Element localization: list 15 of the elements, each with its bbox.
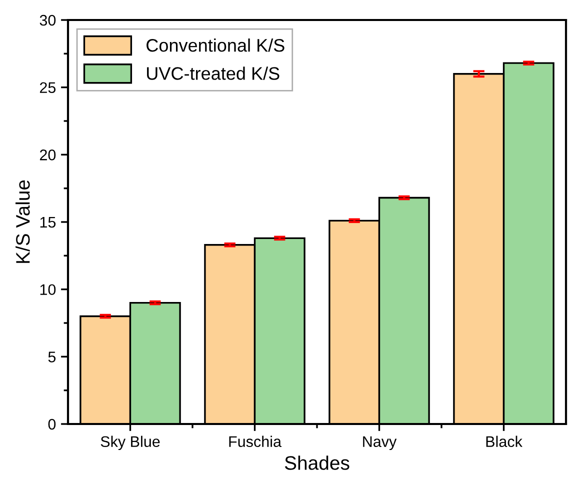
x-axis-title: Shades [284, 456, 350, 470]
x-tick-label: Fuschia [229, 436, 282, 448]
y-tick-label: 25 [40, 82, 56, 94]
x-tick-label: Black [486, 436, 522, 448]
y-tick-label: 20 [40, 150, 56, 160]
y-tick-label: 5 [48, 352, 56, 362]
y-tick-label: 15 [40, 217, 56, 228]
x-tick-label: Sky Blue [100, 436, 160, 450]
legend-label: Conventional K/S [146, 38, 284, 52]
y-tick-label: 0 [48, 418, 56, 430]
x-tick-label: Navy [363, 436, 397, 450]
y-axis-title: K/S Value [16, 180, 30, 263]
y-tick-label: 30 [40, 14, 56, 26]
legend-label: UVC-treated K/S [147, 66, 280, 80]
y-tick-label: 10 [40, 284, 56, 296]
